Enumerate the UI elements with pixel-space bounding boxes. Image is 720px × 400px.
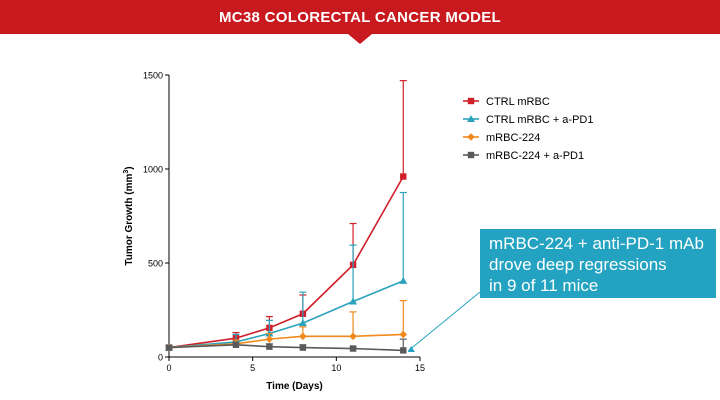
data-point bbox=[299, 332, 307, 341]
data-point bbox=[299, 344, 307, 351]
data-point bbox=[349, 297, 358, 305]
y-axis-label-superscript: 3 bbox=[123, 170, 130, 174]
y-tick-label: 1500 bbox=[143, 71, 163, 81]
y-axis-label-close: ) bbox=[124, 166, 135, 169]
data-point bbox=[298, 319, 307, 327]
data-point bbox=[232, 341, 240, 348]
series-1 bbox=[165, 80, 407, 351]
x-tick-label: 5 bbox=[250, 363, 255, 373]
legend-item-4: mRBC-224 + a-PD1 bbox=[463, 150, 584, 162]
legend-label: CTRL mRBC bbox=[486, 96, 550, 108]
data-point bbox=[266, 343, 273, 350]
data-point bbox=[165, 344, 173, 351]
x-tick-label: 15 bbox=[415, 363, 425, 373]
data-point bbox=[399, 276, 408, 284]
legend-label: CTRL mRBC + a-PD1 bbox=[486, 114, 593, 126]
callout-line-3: in 9 of 11 mice bbox=[489, 276, 599, 295]
data-point bbox=[349, 345, 357, 352]
legend-swatch-marker bbox=[467, 97, 475, 105]
data-point bbox=[399, 330, 408, 339]
title-banner-notch bbox=[348, 34, 372, 44]
y-axis-label-text: Tumor Growth (mm bbox=[124, 174, 135, 266]
data-point bbox=[265, 335, 274, 343]
title-banner: MC38 COLORECTAL CANCER MODEL bbox=[0, 0, 720, 34]
data-point bbox=[400, 173, 407, 180]
callout-arrow-marker bbox=[408, 346, 415, 352]
x-tick-label: 0 bbox=[166, 363, 171, 373]
legend-label: mRBC-224 bbox=[486, 132, 540, 144]
chart-legend: CTRL mRBC CTRL mRBC + a-PD1 mRBC-224 mRBC-2… bbox=[463, 96, 593, 162]
legend-item-2: CTRL mRBC + a-PD1 bbox=[463, 114, 593, 126]
legend-item-3: mRBC-224 bbox=[463, 132, 540, 144]
legend-label: mRBC-224 + a-PD1 bbox=[486, 150, 584, 162]
callout-line-1: mRBC-224 + anti-PD-1 mAb bbox=[489, 234, 704, 253]
legend-item-1: CTRL mRBC bbox=[463, 96, 550, 108]
x-axis-label: Time (Days) bbox=[266, 381, 323, 392]
callout-leader-line bbox=[407, 291, 481, 352]
legend-swatch-marker bbox=[467, 115, 475, 122]
y-tick-label: 0 bbox=[158, 353, 163, 363]
series-line bbox=[168, 176, 404, 349]
y-tick-label: 1000 bbox=[143, 165, 163, 175]
legend-swatch-marker bbox=[467, 151, 475, 159]
x-tick-label: 10 bbox=[331, 363, 341, 373]
series-line bbox=[168, 280, 404, 349]
callout-line-2: drove deep regressions bbox=[489, 255, 667, 274]
series-2 bbox=[165, 191, 408, 351]
page-title: MC38 COLORECTAL CANCER MODEL bbox=[218, 8, 502, 26]
callout-box: mRBC-224 + anti-PD-1 mAb drove deep regr… bbox=[480, 229, 716, 298]
y-axis-label: Tumor Growth (mm3) bbox=[123, 166, 135, 265]
chart-axes: 0 500 1000 1500 0 5 10 15 Time (Days) Tumor Growt… bbox=[123, 71, 425, 393]
series-line bbox=[168, 343, 404, 352]
data-point bbox=[400, 347, 407, 354]
legend-swatch-marker bbox=[467, 133, 475, 141]
series-4 bbox=[165, 338, 407, 354]
y-tick-label: 500 bbox=[148, 259, 163, 269]
data-point bbox=[349, 332, 357, 341]
chart-series bbox=[165, 80, 408, 354]
